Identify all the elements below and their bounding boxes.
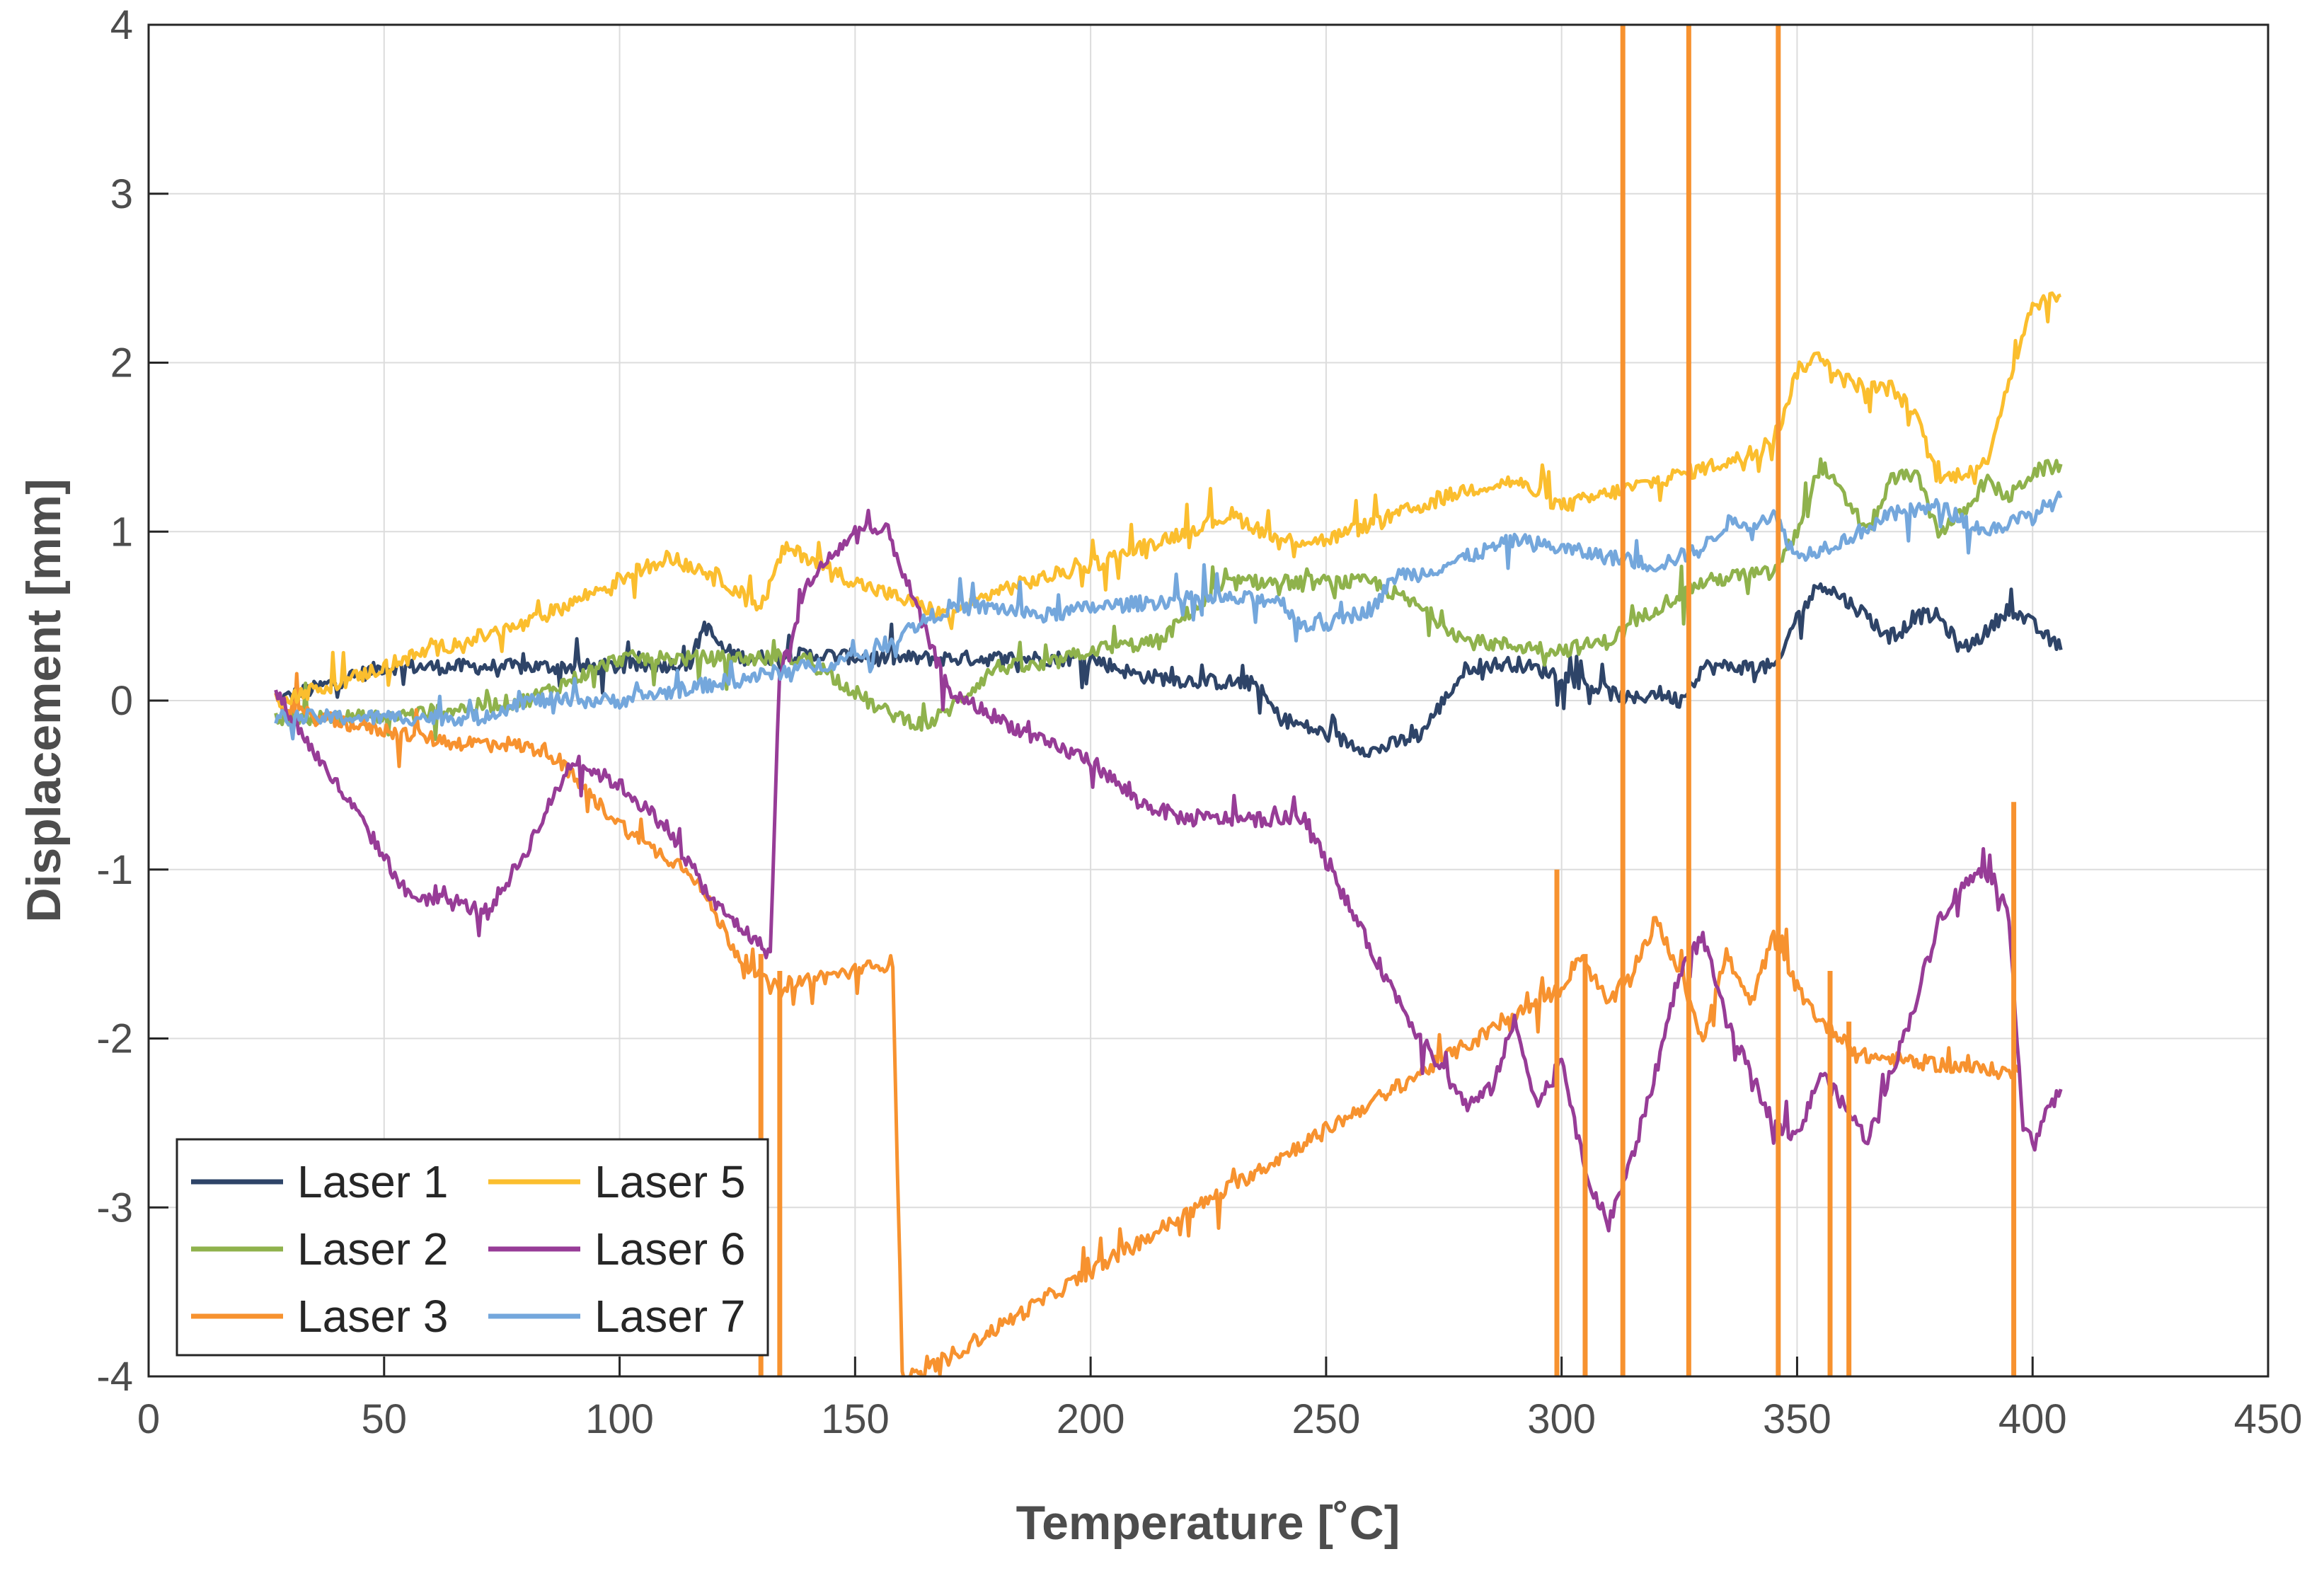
y-tick-label: 4 [110,2,133,48]
legend-entry-label: Laser 2 [297,1224,448,1274]
series-line-laser-6 [274,508,2063,1233]
legend-entry-label: Laser 6 [594,1224,745,1274]
x-tick-label: 400 [1998,1396,2067,1442]
series-line-laser-7 [274,490,2063,741]
x-tick-label: 450 [2234,1396,2303,1442]
series-line-laser-5 [275,291,2061,708]
y-tick-label: -1 [96,847,133,893]
y-axis-title: Displacement [mm] [17,478,71,922]
y-tick-label: 3 [110,171,133,217]
x-tick-label: 350 [1763,1396,1831,1442]
axis-ticks: 0 50 100 150 200 250 300 350 400 450 -4 -3 -2 -1 0 1 2 3 4 [96,2,2302,1442]
y-tick-label: -2 [96,1016,133,1062]
x-axis-title: Temperature [˚C] [1016,1496,1400,1550]
series-line-laser-1 [275,582,2063,759]
x-tick-label: 150 [821,1396,890,1442]
x-tick-label: 250 [1292,1396,1360,1442]
x-tick-label: 100 [585,1396,654,1442]
legend-entry-label: Laser 7 [594,1291,745,1342]
x-tick-label: 50 [362,1396,408,1442]
x-tick-label: 200 [1057,1396,1125,1442]
legend: Laser 1 Laser 2 Laser 3 Laser 5 Laser 6 Laser… [176,1138,769,1357]
y-tick-label: 2 [110,340,133,386]
y-tick-label: -4 [96,1354,133,1400]
series-line-laser-3 [274,672,2020,1376]
legend-entry-label: Laser 5 [594,1156,745,1207]
y-tick-label: -3 [96,1185,133,1231]
y-tick-label: 0 [110,678,133,724]
legend-entry-label: Laser 3 [297,1291,448,1342]
y-tick-label: 1 [110,509,133,555]
legend-entry-label: Laser 1 [297,1156,448,1207]
x-tick-label: 0 [137,1396,160,1442]
x-tick-label: 300 [1527,1396,1596,1442]
